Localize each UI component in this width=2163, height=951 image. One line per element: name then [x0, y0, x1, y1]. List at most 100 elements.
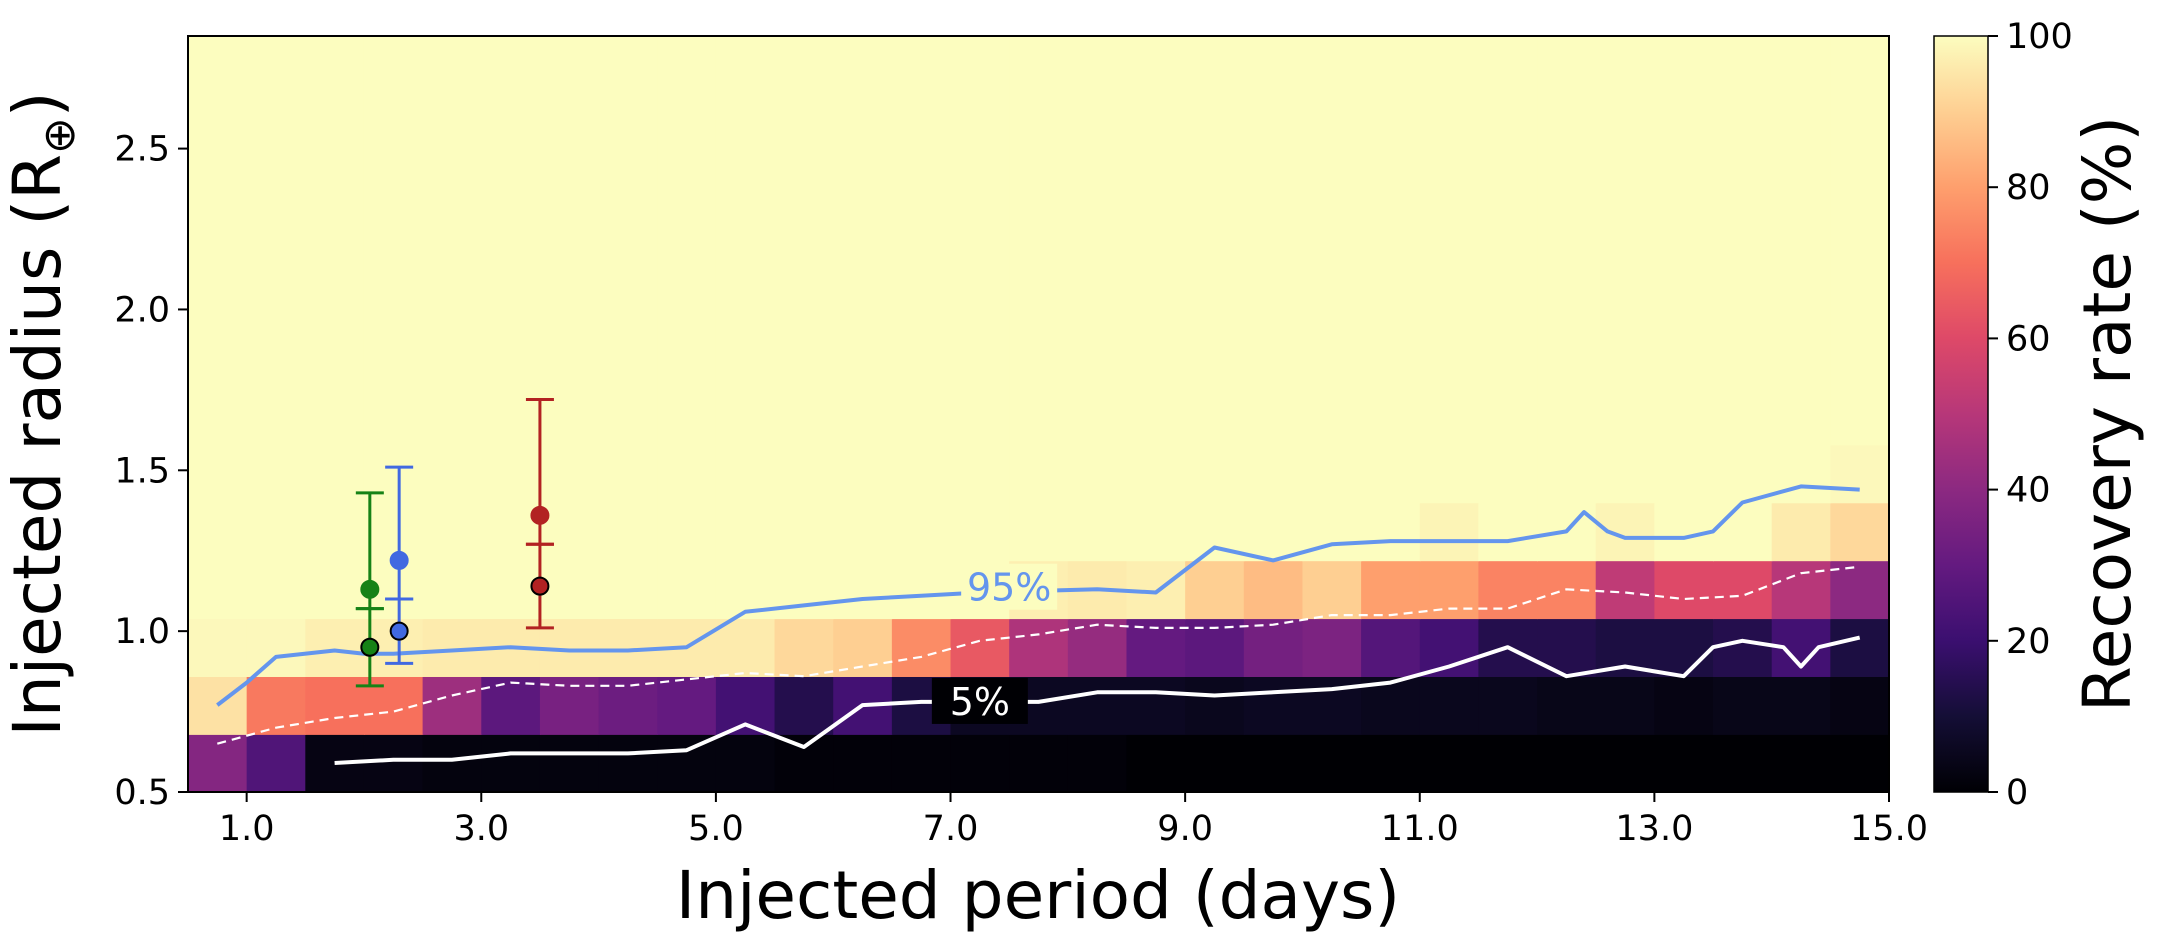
heatmap-cell [1361, 36, 1421, 446]
planet-point [360, 637, 380, 657]
planet-point [530, 576, 550, 596]
plot-frame [187, 35, 1890, 793]
heatmap-cell [1009, 36, 1069, 446]
colorbar-tick-label: 40 [2006, 471, 2051, 511]
heatmap-cell [598, 560, 659, 620]
heatmap-cell [1771, 36, 1832, 446]
contour-line [216, 484, 1860, 707]
heatmap-cell [715, 734, 776, 792]
heatmap-cell [774, 36, 835, 446]
colorbar-tick-label: 20 [2006, 622, 2051, 662]
heatmap-cell [1713, 560, 1773, 620]
colorbar-tick-label: 100 [2006, 17, 2073, 57]
heatmap-cell [1830, 618, 1889, 677]
heatmap-cell [1713, 444, 1773, 504]
heatmap-cell [246, 36, 307, 446]
y-axis-title-main: Injected radius (R [0, 154, 76, 737]
heatmap-cell [950, 734, 1010, 792]
heatmap-cell [1478, 560, 1538, 620]
heatmap-cell [657, 734, 717, 792]
heatmap-cell [1713, 618, 1773, 677]
heatmap-cell [1595, 676, 1656, 735]
heatmap-cell [1595, 560, 1656, 620]
heatmap-cell [1713, 734, 1773, 792]
heatmap-cell [1302, 560, 1362, 620]
heatmap-cell [305, 676, 365, 735]
heatmap-cell [1126, 734, 1186, 792]
heatmap-cell [1595, 36, 1656, 446]
heatmap-cell [422, 676, 483, 735]
heatmap-cell [1009, 502, 1069, 562]
planet-point [530, 505, 550, 525]
heatmap-cell [1419, 36, 1480, 446]
heatmap-cell [1009, 734, 1069, 792]
heatmap-cell [246, 444, 307, 504]
contour-line [217, 565, 1860, 745]
heatmap-cell [1419, 676, 1480, 735]
x-tick-label: 3.0 [453, 809, 509, 849]
heatmap-cell [891, 36, 952, 446]
heatmap-cell [422, 36, 483, 446]
heatmap-cell [1361, 502, 1421, 562]
heatmap-cell [1654, 676, 1714, 735]
heatmap-cell [188, 560, 248, 620]
heatmap-cell [657, 676, 717, 735]
planet-points [355, 398, 554, 688]
heatmap-cell [1654, 618, 1714, 677]
heatmap-cell [891, 444, 952, 504]
heatmap-cell [833, 444, 893, 504]
heatmap-cell [1009, 444, 1069, 504]
heatmap-cell [1654, 734, 1714, 792]
heatmap-cell [833, 36, 893, 446]
heatmap-cell [1537, 444, 1597, 504]
heatmap-cell [1243, 502, 1304, 562]
heatmap-cell [774, 734, 835, 792]
heatmap-cell [1654, 444, 1714, 504]
contour-label: 5% [950, 680, 1010, 724]
heatmap-cell [481, 36, 541, 446]
heatmap-cell [481, 560, 541, 620]
heatmap-cell [1067, 502, 1128, 562]
heatmap-cell [1478, 36, 1538, 446]
heatmap-cell [481, 676, 541, 735]
y-tick-label: 0.5 [114, 773, 170, 813]
heatmap-cell [422, 734, 483, 792]
heatmap-cell [1185, 560, 1245, 620]
heatmap-cell [363, 502, 424, 562]
heatmap-cell [833, 560, 893, 620]
y-tick-label: 2.0 [114, 290, 170, 330]
heatmap-cell [950, 502, 1010, 562]
heatmap-cell [891, 502, 952, 562]
heatmap-cell [1243, 618, 1304, 677]
y-tick-label: 1.5 [114, 451, 170, 491]
heatmap-cell [1830, 676, 1889, 735]
heatmap-cell [481, 734, 541, 792]
heatmap-cell [657, 560, 717, 620]
heatmap-cell [1595, 502, 1656, 562]
heatmap-cell [774, 444, 835, 504]
colorbar: 0 20 40 60 80 100 Recovery rate (%) [1933, 17, 2146, 813]
heatmap-cell [598, 444, 659, 504]
heatmap-cell [305, 444, 365, 504]
heatmap-cell [1302, 444, 1362, 504]
heatmap-cell [1830, 36, 1889, 446]
y-axis-title: Injected radius (R⊕) [0, 91, 85, 736]
heatmap-cell [1713, 676, 1773, 735]
heatmap-cell [1830, 560, 1889, 620]
heatmap-cell [715, 502, 776, 562]
contour-lines: 95% 5% [216, 484, 1861, 765]
heatmap-cell [950, 444, 1010, 504]
heatmap-cell [363, 444, 424, 504]
y-axis-title-close: ) [0, 91, 76, 117]
heatmap-cell [1478, 734, 1538, 792]
planet-point [360, 579, 380, 599]
heatmap-cell [422, 444, 483, 504]
heatmap-cell [305, 36, 365, 446]
planet-point [389, 621, 409, 641]
heatmap-cell [1419, 734, 1480, 792]
heatmap-cell [1185, 676, 1245, 735]
contour-line [334, 635, 1861, 765]
heatmap-cell [1595, 444, 1656, 504]
heatmap-cell [1185, 734, 1245, 792]
heatmap-cell [1537, 734, 1597, 792]
